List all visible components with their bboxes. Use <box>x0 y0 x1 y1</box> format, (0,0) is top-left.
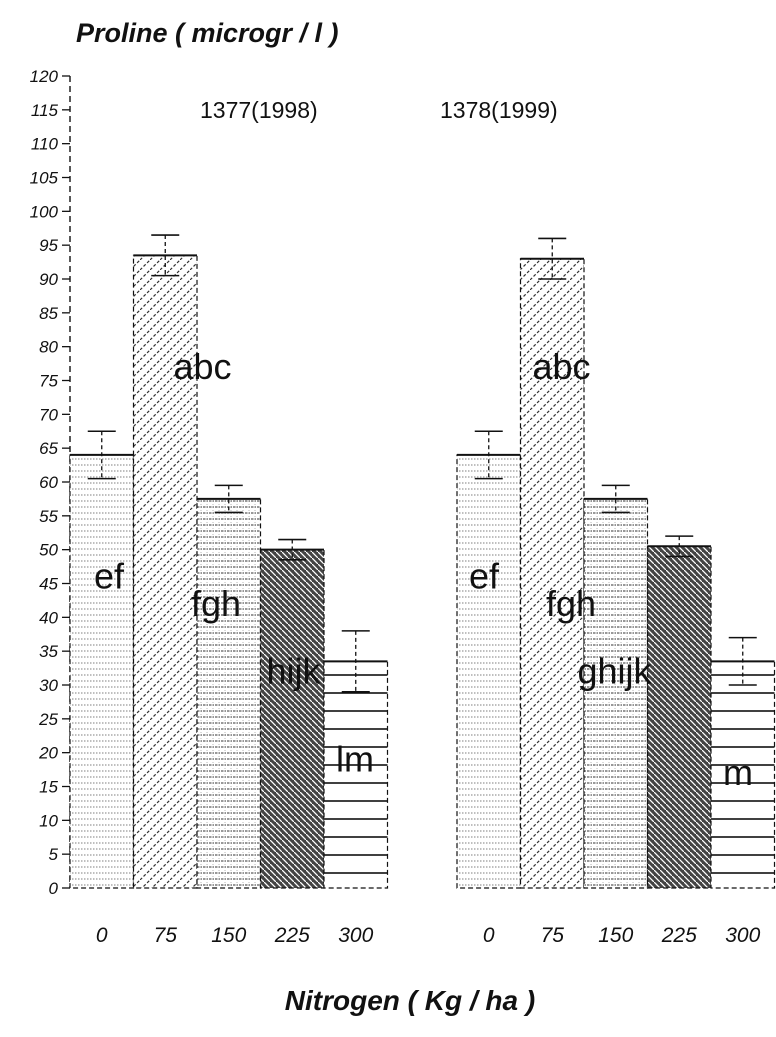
y-tick-label: 20 <box>38 744 58 763</box>
group-title: 1378(1999) <box>440 97 558 123</box>
y-tick-label: 105 <box>30 169 59 188</box>
significance-letter: fgh <box>191 583 241 624</box>
x-tick-label: 150 <box>598 924 633 947</box>
bar <box>323 660 389 889</box>
x-tick-label: 75 <box>541 924 565 947</box>
x-tick-label: 300 <box>338 924 373 947</box>
group-titles: 1377(1998) 1378(1999) <box>200 97 558 123</box>
significance-letter: lm <box>336 738 374 779</box>
y-tick-label: 100 <box>30 202 59 221</box>
y-tick-label: 10 <box>39 811 58 830</box>
y-tick-label: 40 <box>39 608 58 627</box>
y-ticks: 0 5 10 15 20 25 30 35 40 45 50 55 60 65 70 75 80 85 90 95 10… <box>30 67 70 898</box>
y-tick-label: 85 <box>39 304 58 323</box>
y-tick-label: 90 <box>39 270 58 289</box>
bar <box>583 498 649 889</box>
y-tick-label: 50 <box>39 541 58 560</box>
x-tick-label: 300 <box>725 924 760 947</box>
y-tick-label: 55 <box>39 507 58 526</box>
y-tick-label: 5 <box>49 845 59 864</box>
x-tick-label: 225 <box>274 924 310 947</box>
significance-letter: abc <box>174 346 232 387</box>
x-axis-label: Nitrogen ( Kg / ha ) <box>285 985 535 1016</box>
x-tick-label: 75 <box>154 924 178 947</box>
bar <box>646 545 712 889</box>
y-tick-label: 60 <box>39 473 58 492</box>
bar <box>132 254 198 889</box>
y-tick-label: 120 <box>30 67 59 86</box>
y-tick-label: 25 <box>38 710 58 729</box>
bar <box>259 549 325 889</box>
x-tick-label: 0 <box>96 924 108 947</box>
significance-letter: ef <box>469 556 500 597</box>
bar <box>710 660 776 889</box>
significance-letter: hijk <box>267 650 322 691</box>
y-tick-label: 0 <box>49 879 59 898</box>
y-axis-label: Proline ( microgr / l ) <box>76 18 339 48</box>
significance-letter: m <box>723 752 753 793</box>
y-tick-label: 35 <box>39 642 58 661</box>
error-bars <box>87 234 757 693</box>
x-tick-label: 0 <box>483 924 495 947</box>
significance-letter: abc <box>533 346 591 387</box>
bar <box>69 454 135 889</box>
bars <box>69 254 776 889</box>
y-tick-label: 115 <box>31 101 59 120</box>
group-title: 1377(1998) <box>200 97 318 123</box>
x-ticks: 0 75 150 225 300 0 75 150 225 300 <box>96 924 761 947</box>
y-tick-label: 75 <box>39 372 58 391</box>
y-tick-label: 30 <box>39 676 58 695</box>
y-tick-label: 15 <box>39 778 58 797</box>
y-tick-label: 70 <box>39 405 58 424</box>
bar <box>196 498 262 889</box>
y-tick-label: 80 <box>39 338 58 357</box>
bar <box>456 454 522 889</box>
x-tick-label: 150 <box>211 924 246 947</box>
y-tick-label: 110 <box>31 135 59 154</box>
y-tick-label: 65 <box>39 439 58 458</box>
significance-letter: fgh <box>546 583 596 624</box>
significance-letter: ghijk <box>578 650 653 691</box>
x-tick-label: 225 <box>661 924 697 947</box>
significance-letter: ef <box>94 556 125 597</box>
y-tick-label: 95 <box>39 236 58 255</box>
y-tick-label: 45 <box>39 575 58 594</box>
